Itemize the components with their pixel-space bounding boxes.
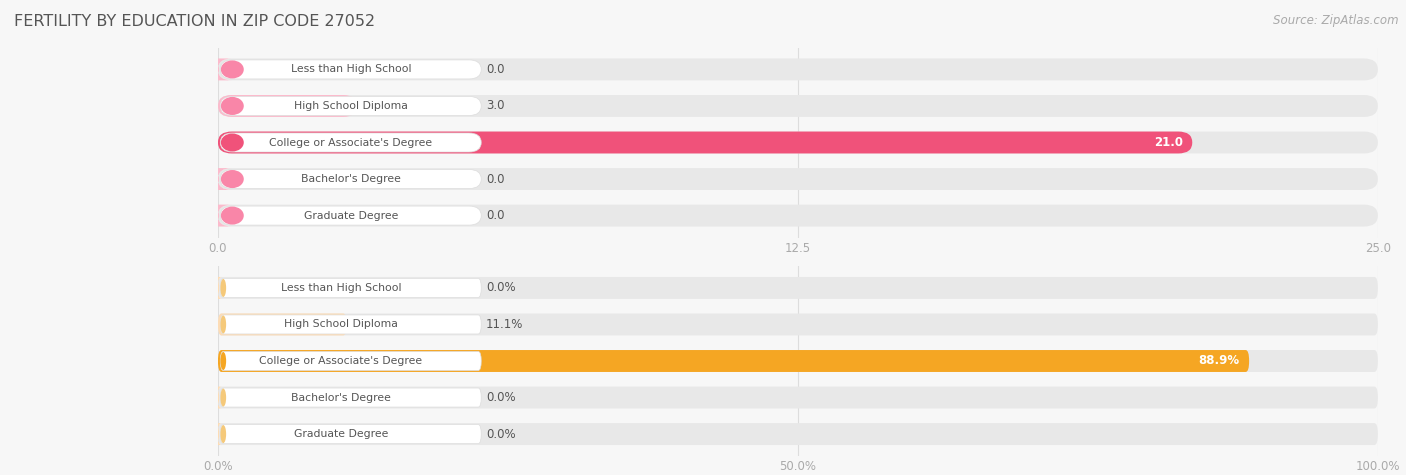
Text: 0.0: 0.0 xyxy=(486,172,505,186)
FancyBboxPatch shape xyxy=(221,315,481,334)
Circle shape xyxy=(221,97,243,115)
Text: College or Associate's Degree: College or Associate's Degree xyxy=(260,356,423,366)
Text: 88.9%: 88.9% xyxy=(1199,354,1240,368)
Circle shape xyxy=(221,170,243,188)
FancyBboxPatch shape xyxy=(218,350,1378,372)
FancyBboxPatch shape xyxy=(221,60,481,79)
Text: Bachelor's Degree: Bachelor's Degree xyxy=(301,174,401,184)
Text: Graduate Degree: Graduate Degree xyxy=(294,429,388,439)
Text: 21.0: 21.0 xyxy=(1154,136,1182,149)
FancyBboxPatch shape xyxy=(205,205,232,227)
FancyBboxPatch shape xyxy=(218,314,1378,335)
Circle shape xyxy=(221,352,226,370)
FancyBboxPatch shape xyxy=(218,277,1378,299)
Circle shape xyxy=(221,60,243,78)
FancyBboxPatch shape xyxy=(215,423,221,445)
FancyBboxPatch shape xyxy=(218,95,1378,117)
FancyBboxPatch shape xyxy=(218,423,1378,445)
Circle shape xyxy=(221,425,226,443)
FancyBboxPatch shape xyxy=(218,387,1378,408)
Text: Less than High School: Less than High School xyxy=(281,283,401,293)
FancyBboxPatch shape xyxy=(218,350,1249,372)
FancyBboxPatch shape xyxy=(215,387,221,408)
FancyBboxPatch shape xyxy=(215,277,221,299)
FancyBboxPatch shape xyxy=(221,170,481,189)
Text: Source: ZipAtlas.com: Source: ZipAtlas.com xyxy=(1274,14,1399,27)
FancyBboxPatch shape xyxy=(218,132,1192,153)
FancyBboxPatch shape xyxy=(221,133,481,152)
Circle shape xyxy=(221,315,226,333)
Text: Bachelor's Degree: Bachelor's Degree xyxy=(291,392,391,402)
Text: High School Diploma: High School Diploma xyxy=(294,101,408,111)
Circle shape xyxy=(221,389,226,407)
Text: 0.0%: 0.0% xyxy=(486,428,516,441)
Text: High School Diploma: High School Diploma xyxy=(284,320,398,330)
FancyBboxPatch shape xyxy=(218,95,357,117)
Text: 0.0%: 0.0% xyxy=(486,281,516,294)
FancyBboxPatch shape xyxy=(221,425,481,444)
FancyBboxPatch shape xyxy=(221,278,481,297)
FancyBboxPatch shape xyxy=(221,352,481,370)
Text: 0.0: 0.0 xyxy=(486,209,505,222)
FancyBboxPatch shape xyxy=(221,96,481,115)
FancyBboxPatch shape xyxy=(221,388,481,407)
Circle shape xyxy=(221,207,243,225)
Text: 0.0%: 0.0% xyxy=(486,391,516,404)
FancyBboxPatch shape xyxy=(205,58,232,80)
FancyBboxPatch shape xyxy=(218,168,1378,190)
Text: 0.0: 0.0 xyxy=(486,63,505,76)
Text: 3.0: 3.0 xyxy=(486,99,505,113)
FancyBboxPatch shape xyxy=(221,206,481,225)
Text: Graduate Degree: Graduate Degree xyxy=(304,210,398,220)
Circle shape xyxy=(221,279,226,297)
FancyBboxPatch shape xyxy=(205,168,232,190)
Circle shape xyxy=(221,133,243,152)
Text: Less than High School: Less than High School xyxy=(291,65,411,75)
Text: College or Associate's Degree: College or Associate's Degree xyxy=(270,137,433,148)
FancyBboxPatch shape xyxy=(218,205,1378,227)
Text: 11.1%: 11.1% xyxy=(486,318,523,331)
Text: FERTILITY BY EDUCATION IN ZIP CODE 27052: FERTILITY BY EDUCATION IN ZIP CODE 27052 xyxy=(14,14,375,29)
FancyBboxPatch shape xyxy=(218,58,1378,80)
FancyBboxPatch shape xyxy=(218,314,347,335)
FancyBboxPatch shape xyxy=(218,132,1378,153)
